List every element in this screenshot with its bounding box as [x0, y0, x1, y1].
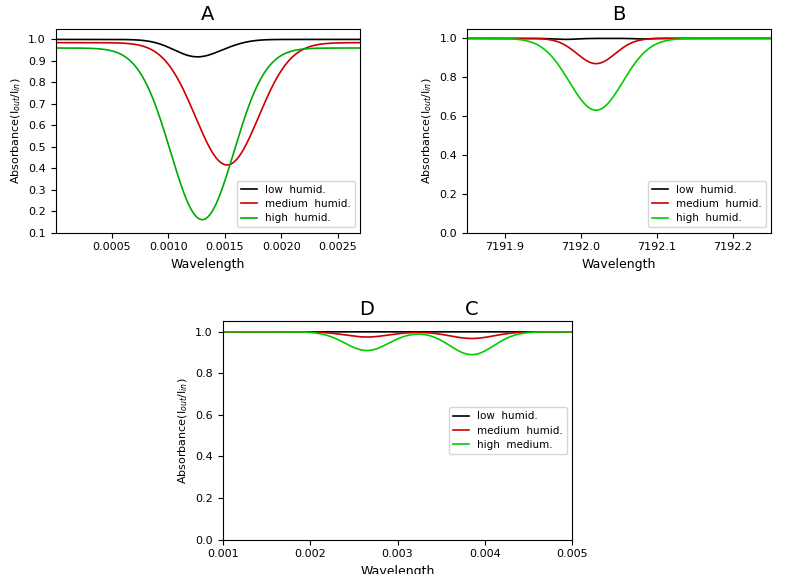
Legend: low  humid., medium  humid., high  humid.: low humid., medium humid., high humid.	[237, 181, 355, 227]
X-axis label: Wavelength: Wavelength	[171, 258, 245, 271]
Title: B: B	[612, 5, 626, 24]
Y-axis label: Absorbance(I$_{out}$/I$_{in}$): Absorbance(I$_{out}$/I$_{in}$)	[420, 77, 433, 184]
Text: C: C	[465, 300, 479, 319]
X-axis label: Wavelength: Wavelength	[360, 565, 435, 574]
X-axis label: Wavelength: Wavelength	[582, 258, 656, 271]
Legend: low  humid., medium  humid., high  medium.: low humid., medium humid., high medium.	[449, 407, 567, 454]
Y-axis label: Absorbance(I$_{out}$/I$_{in}$): Absorbance(I$_{out}$/I$_{in}$)	[9, 77, 22, 184]
Y-axis label: Absorbance(I$_{out}$/I$_{in}$): Absorbance(I$_{out}$/I$_{in}$)	[176, 377, 189, 484]
Legend: low  humid., medium  humid., high  humid.: low humid., medium humid., high humid.	[648, 181, 766, 227]
Title: A: A	[201, 5, 215, 24]
Text: D: D	[359, 300, 374, 319]
